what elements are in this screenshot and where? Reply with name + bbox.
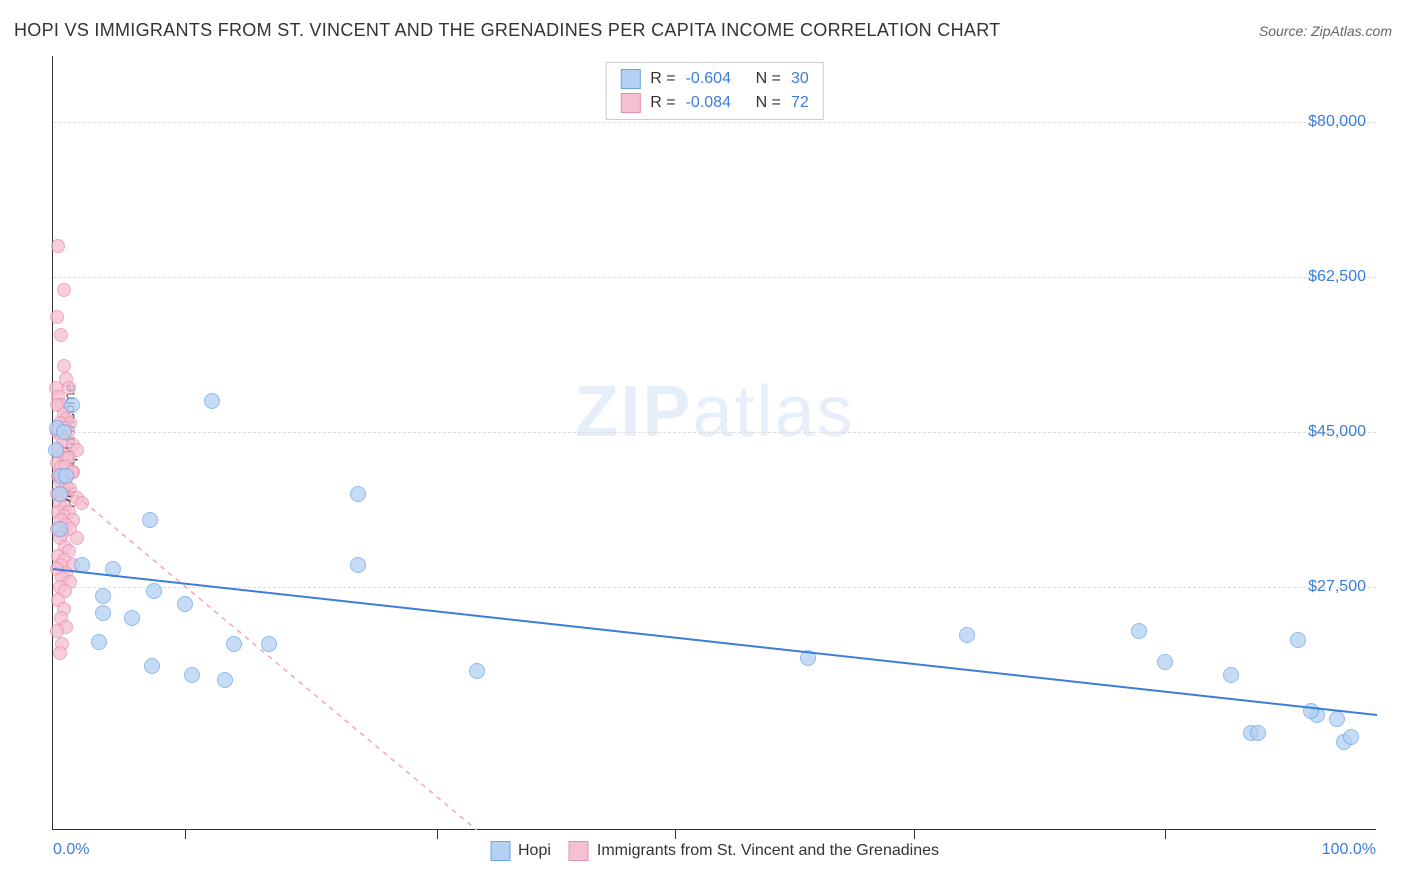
gridline bbox=[53, 432, 1376, 433]
scatter-point-hopi bbox=[74, 557, 90, 573]
y-tick-label: $45,000 bbox=[1308, 423, 1366, 441]
scatter-point-hopi bbox=[177, 596, 193, 612]
scatter-point-hopi bbox=[52, 521, 68, 537]
scatter-point-hopi bbox=[142, 512, 158, 528]
y-tick-label: $80,000 bbox=[1308, 113, 1366, 131]
legend-row-immigrants: R = -0.084N = 72 bbox=[620, 91, 808, 115]
scatter-point-immigrants bbox=[70, 531, 84, 545]
scatter-point-hopi bbox=[350, 486, 366, 502]
legend-item-immigrants: Immigrants from St. Vincent and the Gren… bbox=[569, 841, 939, 861]
scatter-point-immigrants bbox=[75, 496, 89, 510]
legend-series: Hopi Immigrants from St. Vincent and the … bbox=[490, 841, 939, 861]
x-tick bbox=[1165, 829, 1166, 839]
chart-area: ZIPatlas R = -0.604N = 30R = -0.084N = 7… bbox=[52, 56, 1376, 830]
legend-item-hopi: Hopi bbox=[490, 841, 551, 861]
scatter-point-hopi bbox=[124, 610, 140, 626]
legend-swatch-hopi bbox=[490, 841, 510, 861]
legend-row-hopi: R = -0.604N = 30 bbox=[620, 67, 808, 91]
x-axis-min-label: 0.0% bbox=[53, 841, 89, 859]
legend-swatch-immigrants bbox=[569, 841, 589, 861]
gridline bbox=[53, 277, 1376, 278]
x-tick bbox=[185, 829, 186, 839]
scatter-point-hopi bbox=[144, 658, 160, 674]
scatter-point-hopi bbox=[1343, 729, 1359, 745]
legend-label-hopi: Hopi bbox=[518, 842, 551, 860]
scatter-point-hopi bbox=[48, 442, 64, 458]
scatter-point-hopi bbox=[469, 663, 485, 679]
y-tick-label: $62,500 bbox=[1308, 268, 1366, 286]
scatter-point-immigrants bbox=[54, 328, 68, 342]
source-label: Source: ZipAtlas.com bbox=[1259, 23, 1392, 39]
scatter-point-immigrants bbox=[57, 283, 71, 297]
scatter-point-immigrants bbox=[53, 646, 67, 660]
scatter-point-immigrants bbox=[50, 310, 64, 324]
chart-title: HOPI VS IMMIGRANTS FROM ST. VINCENT AND … bbox=[14, 20, 1000, 41]
scatter-point-hopi bbox=[105, 561, 121, 577]
scatter-point-hopi bbox=[58, 468, 74, 484]
scatter-point-hopi bbox=[95, 588, 111, 604]
scatter-point-hopi bbox=[1131, 623, 1147, 639]
legend-swatch-hopi bbox=[620, 69, 640, 89]
scatter-point-immigrants bbox=[51, 239, 65, 253]
scatter-point-hopi bbox=[52, 486, 68, 502]
scatter-point-hopi bbox=[204, 393, 220, 409]
scatter-point-hopi bbox=[184, 667, 200, 683]
x-tick bbox=[437, 829, 438, 839]
scatter-point-immigrants bbox=[50, 624, 64, 638]
gridline bbox=[53, 122, 1376, 123]
trend-line-immigrants bbox=[53, 476, 477, 830]
scatter-point-hopi bbox=[217, 672, 233, 688]
scatter-point-hopi bbox=[56, 424, 72, 440]
scatter-point-hopi bbox=[226, 636, 242, 652]
scatter-point-hopi bbox=[95, 605, 111, 621]
scatter-point-hopi bbox=[146, 583, 162, 599]
scatter-point-immigrants bbox=[57, 359, 71, 373]
x-tick bbox=[914, 829, 915, 839]
legend-correlation-box: R = -0.604N = 30R = -0.084N = 72 bbox=[605, 62, 823, 120]
scatter-point-hopi bbox=[959, 627, 975, 643]
scatter-point-hopi bbox=[1329, 711, 1345, 727]
legend-label-immigrants: Immigrants from St. Vincent and the Gren… bbox=[597, 842, 939, 860]
y-tick-label: $27,500 bbox=[1308, 578, 1366, 596]
x-tick bbox=[675, 829, 676, 839]
scatter-point-hopi bbox=[1303, 703, 1319, 719]
scatter-point-hopi bbox=[91, 634, 107, 650]
scatter-point-hopi bbox=[350, 557, 366, 573]
scatter-point-hopi bbox=[800, 650, 816, 666]
scatter-point-hopi bbox=[1223, 667, 1239, 683]
scatter-point-hopi bbox=[1290, 632, 1306, 648]
scatter-point-hopi bbox=[64, 397, 80, 413]
legend-swatch-immigrants bbox=[620, 93, 640, 113]
gridline bbox=[53, 587, 1376, 588]
x-axis-max-label: 100.0% bbox=[1322, 841, 1376, 859]
trend-lines-svg bbox=[53, 56, 1377, 830]
trend-line-hopi bbox=[53, 569, 1377, 715]
watermark: ZIPatlas bbox=[574, 371, 854, 453]
scatter-point-hopi bbox=[1250, 725, 1266, 741]
scatter-point-hopi bbox=[261, 636, 277, 652]
scatter-point-hopi bbox=[1157, 654, 1173, 670]
